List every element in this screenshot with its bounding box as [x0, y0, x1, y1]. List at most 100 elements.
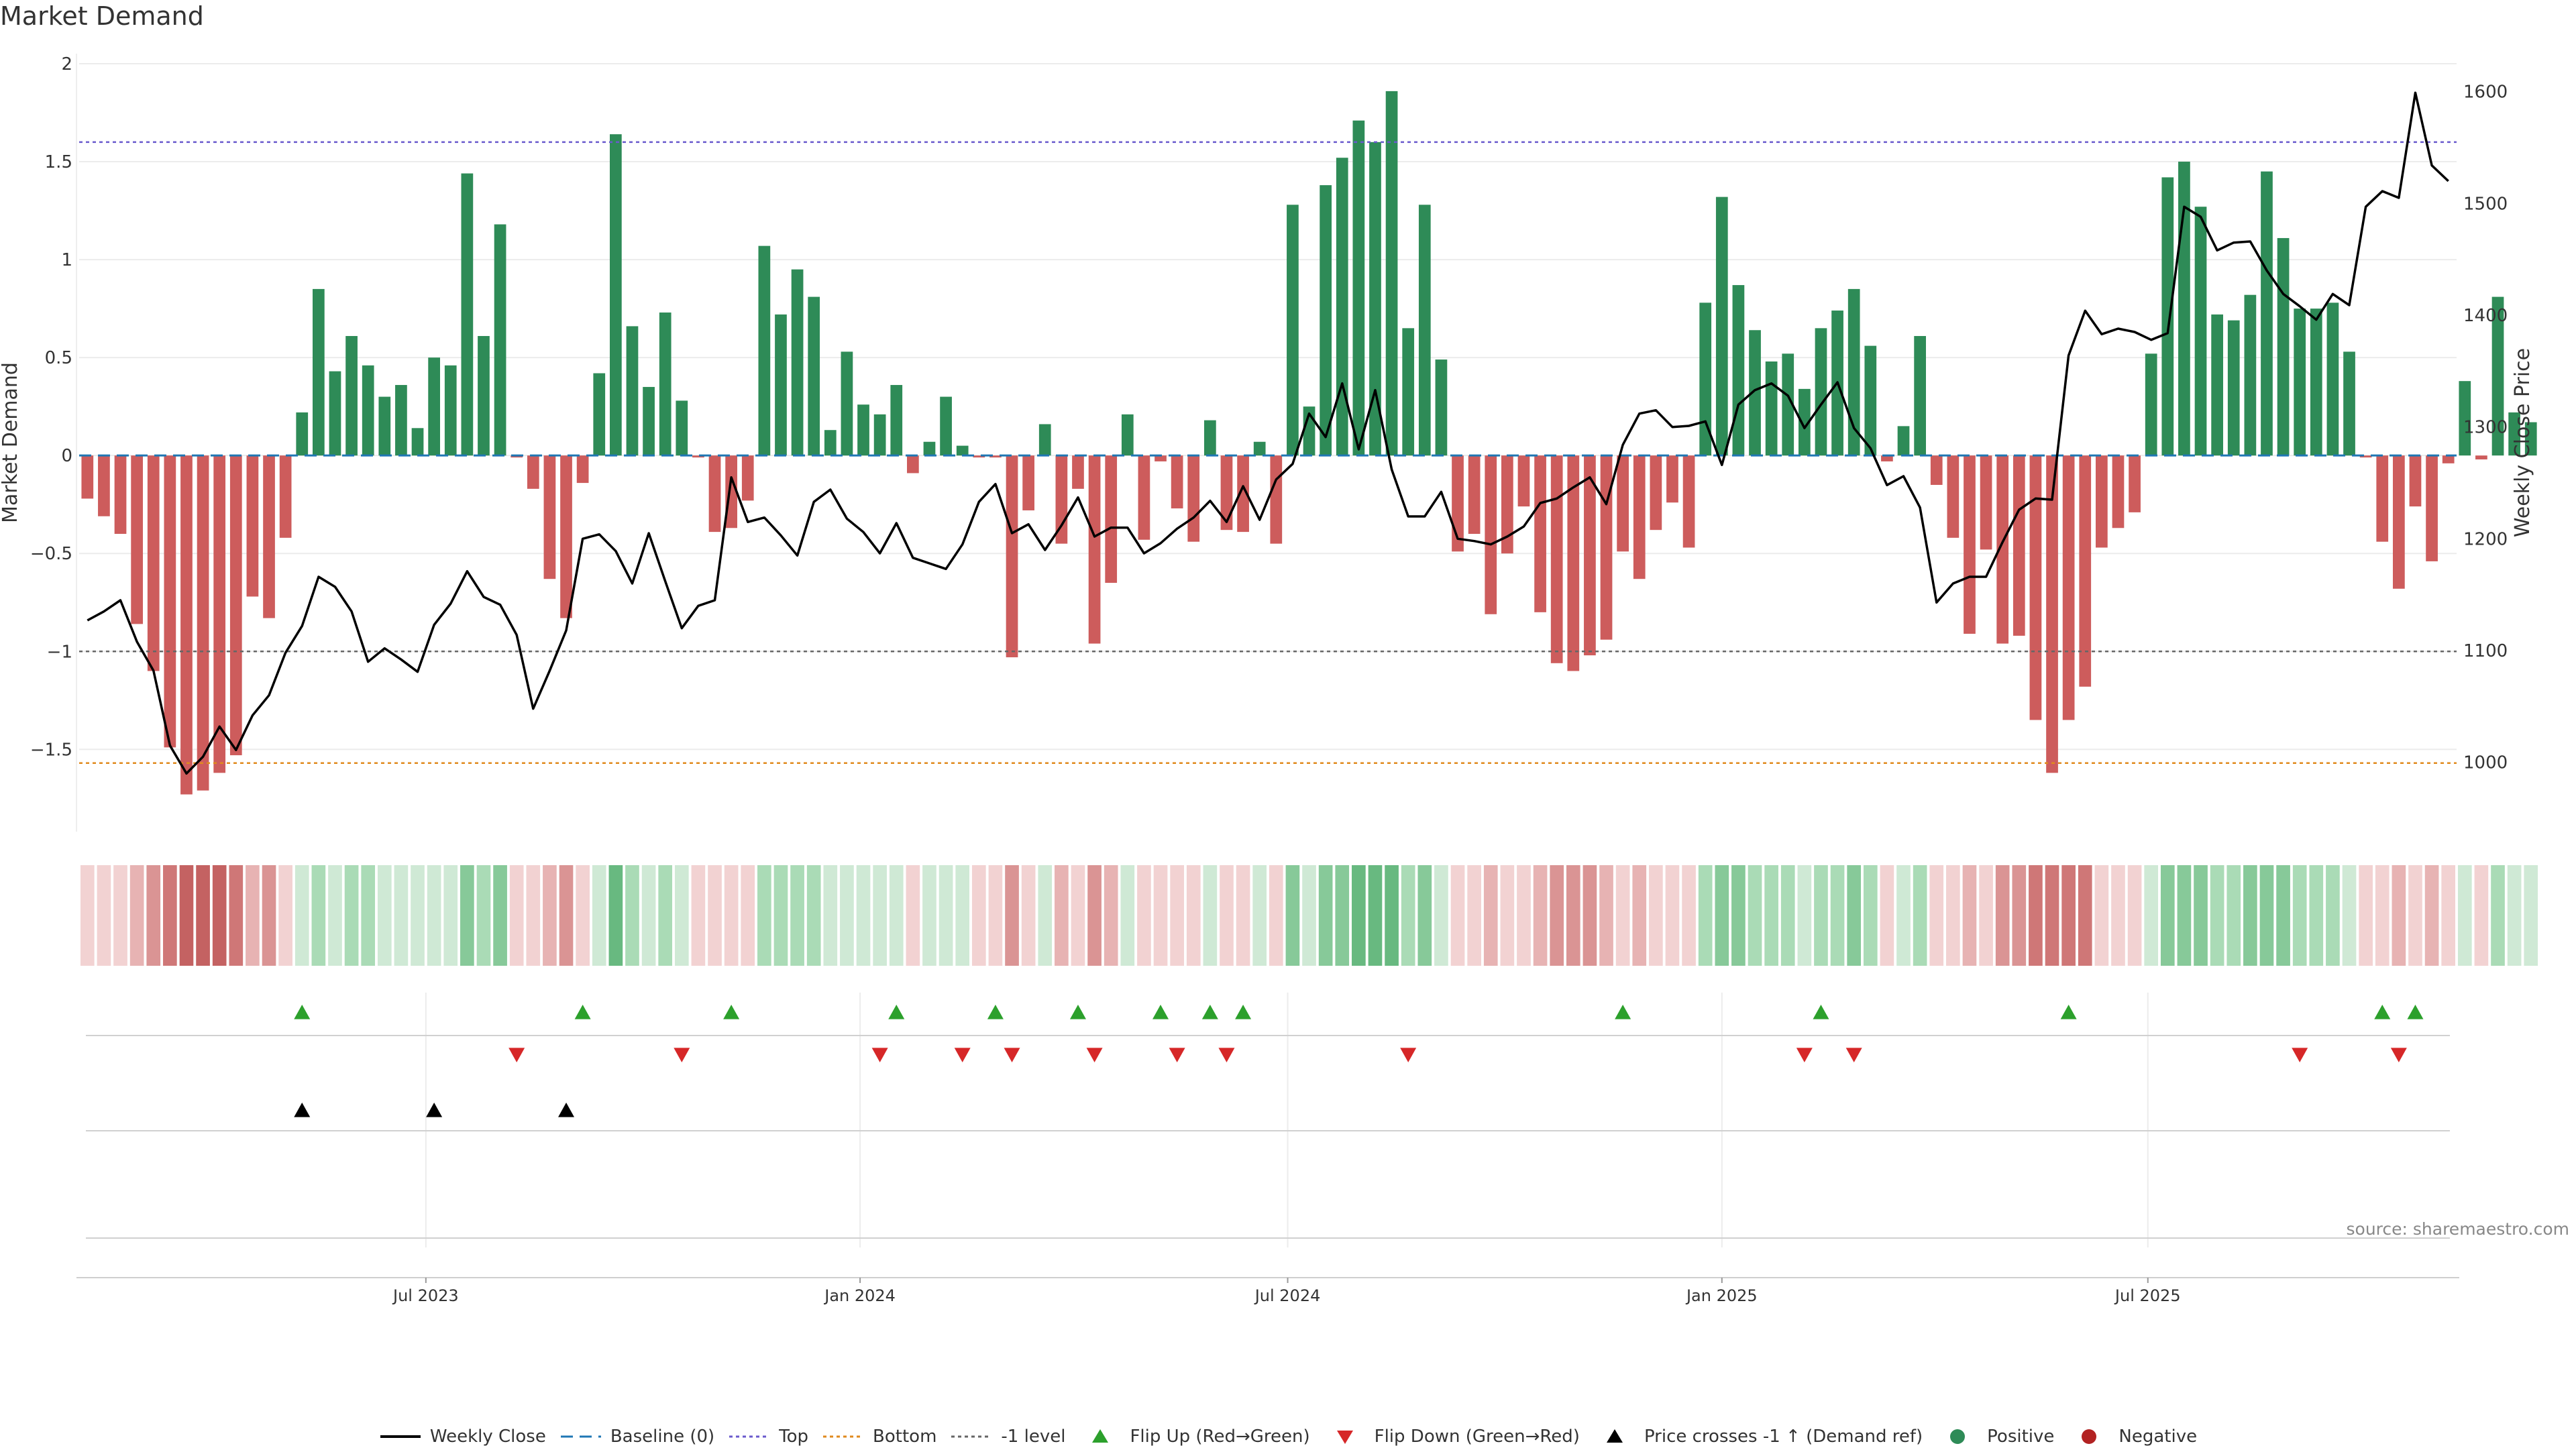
- demand-bar: [1204, 420, 1216, 456]
- legend-swatch: [1606, 1429, 1623, 1443]
- event-markers: [294, 1005, 2424, 1117]
- demand-bar: [2426, 455, 2438, 561]
- intensity-cell: [509, 865, 524, 966]
- demand-bar: [345, 336, 358, 456]
- intensity-cell: [262, 865, 276, 966]
- intensity-band: [80, 865, 2538, 966]
- intensity-cell: [196, 865, 210, 966]
- flip-up-marker: [2407, 1005, 2424, 1019]
- demand-bar: [543, 455, 556, 579]
- demand-bar: [1171, 455, 1183, 509]
- y2-tick-label: 1100: [2463, 641, 2508, 661]
- x-tick-label: Jul 2023: [392, 1286, 459, 1305]
- demand-bar: [576, 455, 589, 484]
- demand-bar: [1138, 455, 1150, 540]
- intensity-cell: [311, 865, 326, 966]
- intensity-cell: [658, 865, 673, 966]
- intensity-cell: [1698, 865, 1713, 966]
- demand-bar: [808, 296, 820, 456]
- demand-bar: [213, 455, 226, 773]
- intensity-cell: [1863, 865, 1878, 966]
- intensity-cell: [1038, 865, 1053, 966]
- intensity-cell: [294, 865, 309, 966]
- y2-tick-label: 1000: [2463, 753, 2508, 773]
- demand-bar: [1485, 455, 1497, 614]
- flip-up-marker: [987, 1005, 1004, 1019]
- demand-bar: [411, 428, 424, 456]
- intensity-cell: [1665, 865, 1680, 966]
- intensity-cell: [641, 865, 656, 966]
- legend-label: Flip Up (Red→Green): [1130, 1427, 1310, 1447]
- demand-bar: [758, 245, 771, 456]
- demand-bar: [296, 412, 309, 456]
- intensity-cell: [1401, 865, 1415, 966]
- legend-swatch: [380, 1435, 421, 1438]
- intensity-cell: [411, 865, 425, 966]
- weekly-close-line-group: [87, 91, 2449, 775]
- demand-bar: [164, 455, 176, 748]
- intensity-cell: [2029, 865, 2043, 966]
- demand-bar: [2409, 455, 2422, 507]
- intensity-cell: [129, 865, 144, 966]
- intensity-cell: [278, 865, 292, 966]
- demand-bar: [1006, 455, 1018, 658]
- demand-bar: [2145, 353, 2157, 456]
- flip-up-marker: [888, 1005, 905, 1019]
- demand-bar: [1633, 455, 1646, 579]
- intensity-cell: [1285, 865, 1300, 966]
- demand-bar: [1617, 455, 1629, 552]
- y2-tick-label: 1200: [2463, 529, 2508, 549]
- demand-bar: [81, 455, 94, 499]
- demand-bar: [1930, 455, 1943, 485]
- grid-layer: [79, 63, 2457, 1247]
- demand-bar: [2310, 309, 2322, 456]
- demand-bar: [741, 455, 754, 501]
- intensity-cell: [1368, 865, 1383, 966]
- intensity-cell: [1847, 865, 1862, 966]
- demand-bar: [1996, 455, 2009, 644]
- demand-bar: [1253, 441, 1266, 456]
- demand-bar: [1369, 142, 1381, 456]
- intensity-cell: [823, 865, 838, 966]
- intensity-cell: [2276, 865, 2290, 966]
- demand-bar: [2227, 320, 2240, 456]
- intensity-cell: [1880, 865, 1894, 966]
- intensity-cell: [724, 865, 739, 966]
- intensity-cell: [1467, 865, 1481, 966]
- intensity-cell: [543, 865, 557, 966]
- intensity-cell: [344, 865, 359, 966]
- intensity-cell: [212, 865, 227, 966]
- intensity-cell: [2309, 865, 2324, 966]
- demand-bar: [1947, 455, 1960, 538]
- demand-bar: [775, 314, 787, 456]
- demand-bar: [1666, 455, 1678, 503]
- intensity-cell: [1797, 865, 1812, 966]
- demand-bar: [1336, 158, 1348, 456]
- intensity-cell: [1566, 865, 1580, 966]
- flip-down-marker: [674, 1048, 690, 1062]
- intensity-cell: [971, 865, 986, 966]
- legend: Weekly Close Baseline (0) Top Bottom -1 leve…: [0, 1423, 2576, 1450]
- demand-bar: [1815, 328, 1827, 456]
- intensity-cell: [1995, 865, 2010, 966]
- price-cross-marker: [294, 1103, 311, 1117]
- demand-bar: [1699, 302, 1712, 456]
- demand-bar: [1038, 424, 1051, 456]
- intensity-cell: [2491, 865, 2505, 966]
- demand-bar: [2079, 455, 2092, 687]
- intensity-cell: [1946, 865, 1960, 966]
- intensity-cell: [1318, 865, 1333, 966]
- axes: 2 1.5 1 0.5 0 −0.5 −1 −1.5 1600 1500 1400 1300 1200 1…: [30, 54, 2508, 1305]
- intensity-cell: [674, 865, 689, 966]
- demand-bar: [708, 455, 721, 533]
- intensity-cell: [80, 865, 95, 966]
- intensity-cell: [2408, 865, 2422, 966]
- source-note: source: sharemaestro.com: [2346, 1219, 2570, 1239]
- demand-bar: [626, 326, 639, 456]
- demand-bar: [1501, 455, 1513, 554]
- x-tick-label: Jul 2025: [2114, 1286, 2181, 1305]
- intensity-cell: [1137, 865, 1151, 966]
- demand-bar: [1072, 455, 1084, 489]
- intensity-cell: [889, 865, 904, 966]
- price-cross-marker: [426, 1103, 443, 1117]
